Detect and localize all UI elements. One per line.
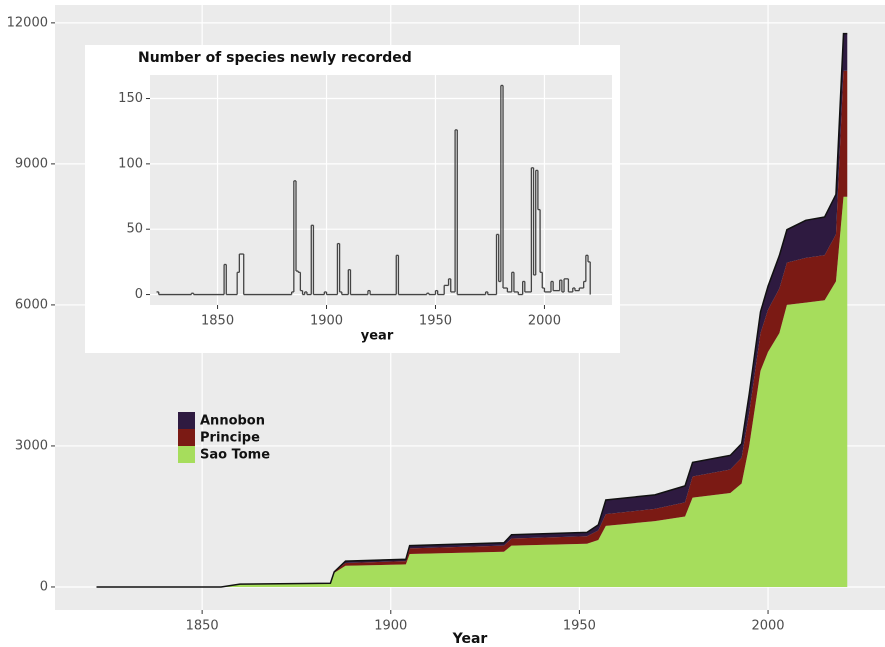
x-tick-label: 1900	[310, 314, 343, 329]
y-tick-label: 0	[40, 579, 48, 594]
y-tick-label: 100	[118, 156, 143, 171]
legend-label: Annobon	[200, 414, 265, 429]
y-tick-label: 6000	[15, 297, 48, 312]
y-tick-label: 9000	[15, 156, 48, 171]
main-plot: 0 3000 6000 9000 12000 1850 1900 1950 2000 Annobo…	[7, 5, 885, 634]
y-tick-label: 0	[135, 287, 143, 302]
inset-title: Number of species newly recorded	[138, 50, 412, 66]
legend-swatch	[178, 412, 195, 429]
x-tick-label: 1850	[201, 314, 234, 329]
area	[96, 196, 848, 587]
legend-swatch	[178, 429, 195, 446]
inset-plot: 0 50 100 150 1850 1900 1950 2000	[118, 75, 612, 329]
legend-swatch	[178, 446, 195, 463]
y-tick-label: 12000	[7, 15, 48, 30]
legend-label: Principe	[200, 431, 260, 446]
x-axis-label: Year	[452, 631, 488, 647]
x-tick-label: 1950	[419, 314, 452, 329]
y-tick-label: 3000	[15, 438, 48, 453]
legend-label: Sao Tome	[200, 448, 270, 463]
x-tick-label: 1850	[186, 619, 219, 634]
inset-x-label: year	[361, 329, 394, 344]
x-tick-label: 2000	[528, 314, 561, 329]
y-tick-label: 150	[118, 91, 143, 106]
y-tick-label: 50	[126, 222, 143, 237]
x-tick-label: 1950	[563, 619, 596, 634]
inset-panel	[150, 75, 612, 305]
x-tick-label: 1900	[374, 619, 407, 634]
outline	[96, 32, 848, 588]
x-tick-label: 2000	[751, 619, 784, 634]
